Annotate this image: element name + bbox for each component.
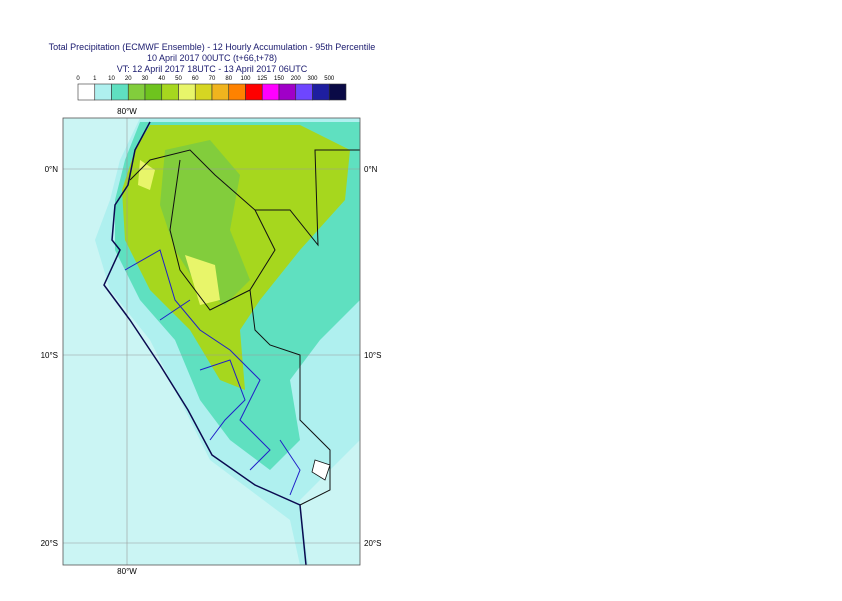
lat-label: 10°S <box>41 351 58 360</box>
legend-label: 60 <box>192 76 199 82</box>
legend: 0 1 10 20 30 40 50 60 70 80 100 125 150 200 300 500 <box>76 76 347 101</box>
legend-label: 500 <box>324 76 335 82</box>
legend-swatch <box>211 83 230 101</box>
legend-label: 200 <box>291 76 302 82</box>
legend-label: 20 <box>125 76 132 82</box>
legend-swatch <box>178 83 196 101</box>
legend-swatch <box>161 83 179 101</box>
legend-swatch <box>228 83 246 101</box>
legend-label: 125 <box>257 76 268 82</box>
run-info: 10 April 2017 00UTC (t+66,t+78) <box>147 53 277 63</box>
legend-label: 300 <box>307 76 318 82</box>
lat-label: 0°N <box>364 165 378 174</box>
legend-swatch <box>261 83 280 101</box>
legend-swatch <box>312 83 330 101</box>
legend-swatch <box>127 83 146 101</box>
precip-darkgreen <box>160 140 250 305</box>
legend-label: 50 <box>175 76 182 82</box>
legend-label: 150 <box>274 76 285 82</box>
map <box>63 118 360 565</box>
legend-swatch <box>295 83 313 101</box>
legend-label: 80 <box>225 76 232 82</box>
legend-swatch <box>111 83 129 101</box>
legend-swatch <box>328 83 347 101</box>
legend-swatch <box>245 83 263 101</box>
country-borders <box>129 149 360 506</box>
legend-swatch <box>194 83 213 101</box>
legend-label: 40 <box>158 76 165 82</box>
lat-label: 0°N <box>45 165 59 174</box>
legend-label: 1 <box>93 76 97 82</box>
legend-swatch <box>144 83 163 101</box>
legend-label: 10 <box>108 76 115 82</box>
legend-swatch <box>94 83 112 101</box>
lat-label: 20°S <box>364 539 381 548</box>
map-frame <box>62 117 361 566</box>
lat-label: 10°S <box>364 351 381 360</box>
legend-label: 0 <box>76 76 80 82</box>
coastline <box>103 121 307 565</box>
valid-time: VT: 12 April 2017 18UTC - 13 April 2017 … <box>117 64 308 74</box>
lon-label: 80°W <box>117 567 137 576</box>
region-borders <box>124 249 301 496</box>
lat-label: 20°S <box>41 539 58 548</box>
lon-label: 80°W <box>117 107 137 116</box>
title: Total Precipitation (ECMWF Ensemble) - 1… <box>49 42 376 52</box>
legend-label: 100 <box>240 76 251 82</box>
legend-swatch <box>77 83 96 101</box>
lake <box>311 459 331 481</box>
legend-swatch <box>278 83 297 101</box>
precip-yellow <box>138 160 220 305</box>
legend-label: 70 <box>209 76 216 82</box>
legend-label: 30 <box>142 76 149 82</box>
